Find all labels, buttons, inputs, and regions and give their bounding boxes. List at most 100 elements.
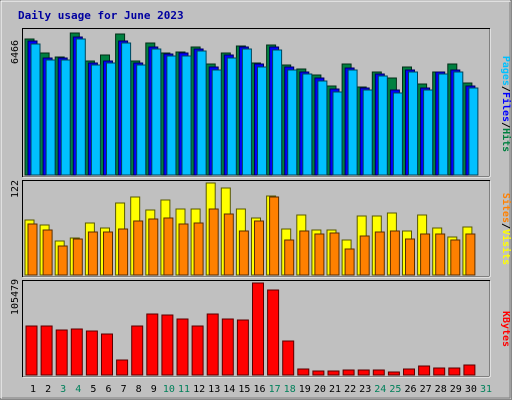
pages-bar <box>121 42 132 176</box>
x-tick-label: 16 <box>253 384 265 395</box>
pages-bar <box>287 69 298 176</box>
sites-bar <box>420 233 431 276</box>
kbytes-bar <box>418 365 431 376</box>
sites-bar <box>299 230 310 276</box>
x-tick-label: 18 <box>284 384 296 395</box>
x-tick-label: 27 <box>420 384 432 395</box>
x-tick-label: 4 <box>75 384 81 395</box>
visits-ymax-label: 122 <box>10 180 21 198</box>
chart-title: Daily usage for June 2023 <box>18 9 184 22</box>
sites-bar <box>133 220 144 276</box>
kbytes-bar <box>161 314 174 376</box>
sites-bar <box>148 218 159 276</box>
x-tick-label: 29 <box>450 384 462 395</box>
pages-bar <box>468 87 479 176</box>
kbytes-ymax-label: 105479 <box>10 279 21 315</box>
x-tick-label: 17 <box>269 384 281 395</box>
kbytes-bar <box>221 318 234 376</box>
sites-bar <box>344 248 355 276</box>
sites-bar <box>193 222 204 276</box>
x-tick-label: 14 <box>223 384 235 395</box>
pages-bar <box>226 57 237 176</box>
sites-bar <box>465 233 476 276</box>
x-tick-label: 8 <box>136 384 142 395</box>
pages-bar <box>106 62 116 176</box>
x-tick-label: 9 <box>151 384 157 395</box>
x-tick-label: 10 <box>163 384 175 395</box>
kbytes-bar <box>342 369 355 376</box>
pages-bar <box>423 89 434 176</box>
x-tick-label: 21 <box>329 384 341 395</box>
pages-bar <box>181 55 192 176</box>
sites-bar <box>208 208 219 276</box>
panel-legend-1: Sites/Visits <box>500 193 512 265</box>
kbytes-bar <box>101 333 113 376</box>
sites-bar <box>329 232 340 276</box>
kbytes-bar <box>463 364 476 376</box>
sites-bar <box>103 231 113 276</box>
sites-bar <box>284 239 295 276</box>
pages-bar <box>151 48 162 176</box>
pages-bar <box>272 49 283 176</box>
sites-bar <box>87 231 98 276</box>
kbytes-bar <box>327 370 340 376</box>
x-tick-label: 12 <box>193 384 205 395</box>
x-tick-label: 20 <box>314 384 326 395</box>
sites-bar <box>238 230 249 276</box>
legend-pages: Pages <box>500 56 511 86</box>
sites-bar <box>118 228 129 276</box>
pages-bar <box>166 55 177 176</box>
pages-bar <box>211 69 222 176</box>
sites-bar <box>450 239 461 276</box>
sites-bar <box>57 245 68 276</box>
x-tick-label: 23 <box>359 384 371 395</box>
pages-bar <box>408 71 418 176</box>
x-tick-label: 26 <box>404 384 416 395</box>
pages-bar <box>30 43 41 176</box>
x-tick-label: 30 <box>465 384 477 395</box>
pages-bar <box>453 71 464 176</box>
pages-bar <box>392 92 403 176</box>
kbytes-bar <box>25 325 38 376</box>
legend-separator: / <box>500 86 511 92</box>
x-tick-label: 22 <box>344 384 356 395</box>
x-tick-label: 13 <box>208 384 220 395</box>
kbytes-bar <box>372 369 385 376</box>
pages-bar <box>241 48 252 176</box>
kbytes-bar <box>403 368 415 376</box>
x-tick-label: 5 <box>90 384 96 395</box>
x-tick-label: 15 <box>238 384 250 395</box>
kbytes-bar <box>206 313 219 376</box>
sites-bar <box>27 223 38 276</box>
kbytes-bar <box>236 319 249 376</box>
kbytes-bar <box>131 325 144 376</box>
kbytes-bar <box>387 371 400 376</box>
legend-kbytes: KBytes <box>500 311 511 347</box>
sites-bar <box>269 196 280 276</box>
bars-layer <box>24 32 479 376</box>
legend-hits: Hits <box>500 128 512 152</box>
hits-ymax-label: 6466 <box>10 40 21 64</box>
pages-bar <box>302 73 313 176</box>
kbytes-bar <box>448 367 461 376</box>
sites-bar <box>435 233 446 276</box>
pages-bar <box>362 89 373 176</box>
kbytes-bar <box>282 340 295 376</box>
pages-bar <box>438 73 449 176</box>
legend-separator: / <box>500 122 511 128</box>
kbytes-bar <box>312 370 325 376</box>
pages-bar <box>45 59 56 176</box>
sites-bar <box>254 220 264 276</box>
pages-bar <box>75 38 86 176</box>
kbytes-bar <box>40 325 53 376</box>
sites-bar <box>314 233 325 276</box>
pages-bar <box>332 91 343 176</box>
x-tick-label: 31 <box>480 384 492 395</box>
kbytes-bar <box>55 329 68 376</box>
legend-files: Files <box>500 92 512 122</box>
kbytes-bar <box>357 369 370 376</box>
panel-legend-2: KBytes <box>500 311 511 347</box>
legend-visits: Visits <box>500 229 512 265</box>
